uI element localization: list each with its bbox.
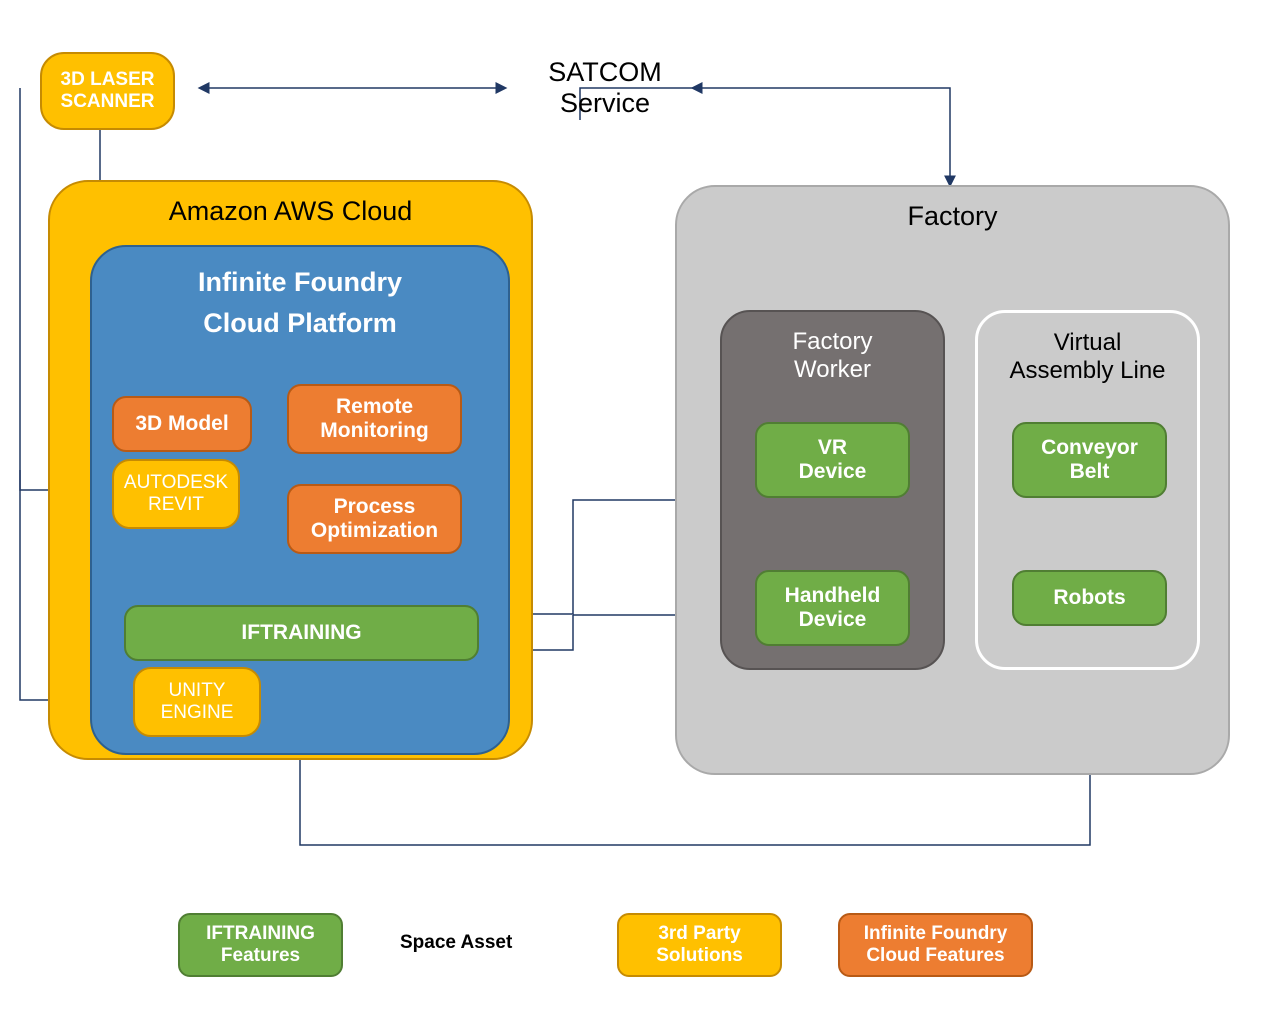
leg-ifc-l2: Cloud Features [864, 945, 1008, 967]
ifcp-title-l1: Infinite Foundry [198, 267, 402, 298]
remote-l2: Monitoring [320, 419, 428, 443]
laser-scanner-node: 3D LASER SCANNER [40, 52, 175, 130]
robots-node: Robots [1012, 570, 1167, 626]
vr-device-node: VR Device [755, 422, 910, 498]
aws-cloud-title: Amazon AWS Cloud [169, 196, 413, 227]
vr-l1: VR [799, 436, 867, 460]
iftraining-node: IFTRAINING [124, 605, 479, 661]
val-l2: Assembly Line [1009, 357, 1165, 385]
leg-ifc-l1: Infinite Foundry [864, 923, 1008, 945]
conveyor-l1: Conveyor [1041, 436, 1138, 460]
leg-ift-l1: IFTRAINING [206, 923, 315, 945]
factory-title: Factory [907, 201, 997, 232]
3d-model-label: 3D Model [135, 412, 228, 436]
leg-3rd-l1: 3rd Party [656, 923, 743, 945]
satcom-service-label: SATCOM Service [505, 53, 705, 123]
leg-3rd-l2: Solutions [656, 945, 743, 967]
3d-model-node: 3D Model [112, 396, 252, 452]
revit-l1: AUTODESK [124, 472, 228, 494]
leg-space-label: Space Asset [400, 932, 512, 954]
handheld-l1: Handheld [785, 584, 881, 608]
revit-l2: REVIT [124, 494, 228, 516]
ifcp-title-l2: Cloud Platform [198, 308, 402, 339]
unity-l2: ENGINE [161, 702, 234, 724]
autodesk-revit-node: AUTODESK REVIT [112, 459, 240, 529]
remote-monitoring-node: Remote Monitoring [287, 384, 462, 454]
process-optimization-node: Process Optimization [287, 484, 462, 554]
unity-l1: UNITY [161, 680, 234, 702]
procopt-l1: Process [311, 495, 438, 519]
satcom-line2: Service [548, 88, 662, 119]
laser-line2: SCANNER [61, 91, 155, 113]
conveyor-belt-node: Conveyor Belt [1012, 422, 1167, 498]
leg-ift-l2: Features [206, 945, 315, 967]
satcom-line1: SATCOM [548, 57, 662, 88]
laser-line1: 3D LASER [61, 69, 155, 91]
factory-worker-title: Factory Worker [792, 328, 872, 384]
remote-l1: Remote [320, 395, 428, 419]
ifcp-title: Infinite Foundry Cloud Platform [198, 267, 402, 339]
legend-space-asset: Space Asset [400, 932, 512, 954]
fworker-l2: Worker [792, 356, 872, 384]
legend-if-cloud-features: Infinite Foundry Cloud Features [838, 913, 1033, 977]
iftraining-label: IFTRAINING [241, 621, 361, 645]
legend-iftraining-features: IFTRAINING Features [178, 913, 343, 977]
vr-l2: Device [799, 460, 867, 484]
unity-engine-node: UNITY ENGINE [133, 667, 261, 737]
handheld-l2: Device [785, 608, 881, 632]
conveyor-l2: Belt [1041, 460, 1138, 484]
robots-label: Robots [1053, 586, 1125, 610]
fworker-l1: Factory [792, 328, 872, 356]
val-l1: Virtual [1009, 329, 1165, 357]
procopt-l2: Optimization [311, 519, 438, 543]
legend-third-party: 3rd Party Solutions [617, 913, 782, 977]
handheld-device-node: Handheld Device [755, 570, 910, 646]
virtual-assembly-line-title: Virtual Assembly Line [1009, 329, 1165, 385]
